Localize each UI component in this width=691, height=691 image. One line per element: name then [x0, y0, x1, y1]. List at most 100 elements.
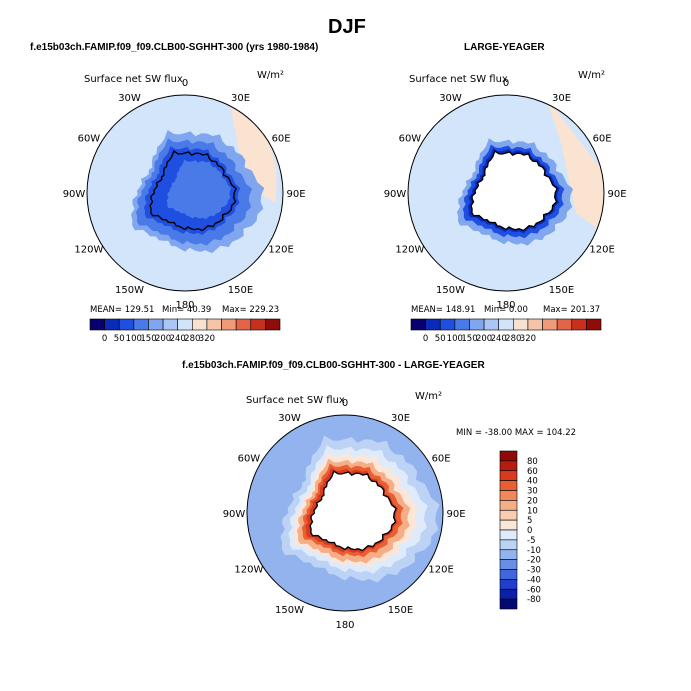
panel-model-mean: MEAN= 129.51 [90, 305, 155, 315]
model-lon-label: 30E [231, 93, 250, 104]
model-colorbar-bin [177, 318, 193, 331]
diff-colorbar-tick: -80 [527, 595, 541, 605]
model-colorbar-bin [250, 318, 266, 331]
obs-colorbar-bin [410, 318, 426, 331]
model-colorbar-bin [221, 318, 237, 331]
obs-colorbar-bin [513, 318, 529, 331]
obs-colorbar-bin [556, 318, 573, 331]
diff-lon-label: 120E [428, 565, 453, 576]
obs-colorbar-bin [586, 318, 602, 331]
obs-colorbar-bin [439, 318, 456, 331]
panel-diff-units: W/m² [415, 391, 443, 402]
diff-lon-label: 90W [223, 509, 246, 520]
diff-lon-label: 30W [278, 413, 301, 424]
model-colorbar-tick: 100 [126, 334, 142, 344]
obs-lon-label: 90W [384, 189, 407, 200]
diff-lon-label: 150W [275, 605, 304, 616]
diff-colorbar-tick: 20 [527, 496, 538, 506]
model-colorbar-tick: 50 [114, 334, 125, 344]
obs-colorbar-bin [469, 318, 485, 331]
diff-colorbar-bin [499, 579, 518, 590]
model-colorbar-tick: 150 [140, 334, 156, 344]
diff-lon-label: 90E [446, 509, 465, 520]
obs-colorbar-bin [483, 318, 499, 331]
diff-coastline [309, 470, 397, 552]
obs-colorbar-tick: 150 [461, 334, 477, 344]
obs-lon-label: 30E [552, 93, 571, 104]
panel-model-variable: Surface net SW flux [84, 74, 183, 85]
diff-colorbar-bin [499, 529, 518, 541]
diff-lon-label: 60W [238, 454, 261, 465]
figure-title: DJF [328, 16, 366, 38]
diff-colorbar-tick: 60 [527, 467, 538, 477]
diff-colorbar-bin [499, 559, 518, 570]
obs-colorbar-bin [527, 318, 543, 331]
diff-colorbar-tick: -20 [527, 556, 541, 566]
obs-lon-label: 150E [549, 285, 574, 296]
model-colorbar-bin [235, 318, 252, 331]
obs-lon-label: 120E [589, 245, 614, 256]
obs-lon-label: 30W [439, 93, 462, 104]
diff-colorbar-tick: 40 [527, 477, 538, 487]
obs-coastline [470, 150, 558, 232]
diff-colorbar-tick: -40 [527, 575, 541, 585]
model-colorbar-bin [148, 318, 164, 331]
model-contour-core [166, 159, 232, 220]
obs-map-border [407, 94, 605, 292]
model-colorbar-tick: 240 [170, 334, 186, 344]
model-colorbar-bin [162, 318, 178, 331]
panel-diff-minmax: MIN = -38.00 MAX = 104.22 [456, 428, 577, 438]
model-colorbar-bin [89, 318, 105, 331]
obs-colorbar-bin [542, 318, 558, 331]
model-colorbar-bin [104, 318, 120, 331]
model-colorbar-tick: 320 [199, 334, 215, 344]
diff-colorbar-bin [499, 519, 518, 531]
diff-colorbar-bin [499, 450, 518, 462]
diff-lon-label: 150E [388, 605, 413, 616]
obs-colorbar-bin [454, 318, 470, 331]
panel-obs-variable: Surface net SW flux [409, 74, 508, 85]
diff-colorbar-bin [499, 509, 518, 521]
diff-colorbar-bin [499, 490, 518, 501]
diff-lon-label: 180 [335, 620, 354, 631]
panel-obs-header: LARGE-YEAGER [464, 42, 545, 53]
obs-lon-label: 60E [593, 134, 612, 145]
model-lon-label: 90W [63, 189, 86, 200]
model-colorbar-bin [265, 318, 281, 331]
diff-lon-label: 0 [342, 398, 348, 409]
panel-obs-max: Max= 201.37 [543, 305, 601, 315]
model-lon-label: 120E [268, 245, 293, 256]
obs-colorbar-bin [498, 318, 514, 331]
diff-colorbar-bin [499, 480, 518, 491]
panel-diff-variable: Surface net SW flux [246, 395, 345, 406]
obs-lon-label: 60W [399, 134, 422, 145]
panel-model-header: f.e15b03ch.FAMIP.f09_f09.CLB00-SGHHT-300… [30, 42, 319, 53]
diff-colorbar-tick: 80 [527, 457, 538, 467]
diff-colorbar-tick: 5 [527, 516, 532, 526]
model-colorbar-bin [133, 318, 149, 331]
model-lon-label: 150E [228, 285, 253, 296]
diff-colorbar-bin [499, 549, 518, 560]
obs-colorbar-tick: 320 [520, 334, 536, 344]
panel-model-units: W/m² [257, 70, 285, 81]
diff-colorbar-tick: -5 [527, 536, 535, 546]
model-lon-label: 60E [272, 134, 291, 145]
model-lon-label: 30W [118, 93, 141, 104]
obs-colorbar-tick: 0 [423, 334, 428, 344]
panel-obs-min: Min= 0.00 [484, 305, 528, 315]
panel-model-min: Min= 40.39 [162, 305, 212, 315]
model-colorbar-bin [192, 318, 208, 331]
obs-colorbar-tick: 200 [476, 334, 492, 344]
panel-obs-mean: MEAN= 148.91 [411, 305, 476, 315]
model-colorbar-bin [206, 318, 222, 331]
obs-colorbar-bin [425, 318, 441, 331]
diff-colorbar-bin [499, 539, 518, 551]
diff-colorbar-bin [499, 588, 518, 600]
model-lon-label: 150W [115, 285, 144, 296]
model-lon-label: 120W [74, 245, 103, 256]
model-warm-patch [230, 103, 277, 203]
model-map-border [86, 94, 284, 292]
obs-colorbar-tick: 50 [435, 334, 446, 344]
model-colorbar-tick: 200 [155, 334, 171, 344]
